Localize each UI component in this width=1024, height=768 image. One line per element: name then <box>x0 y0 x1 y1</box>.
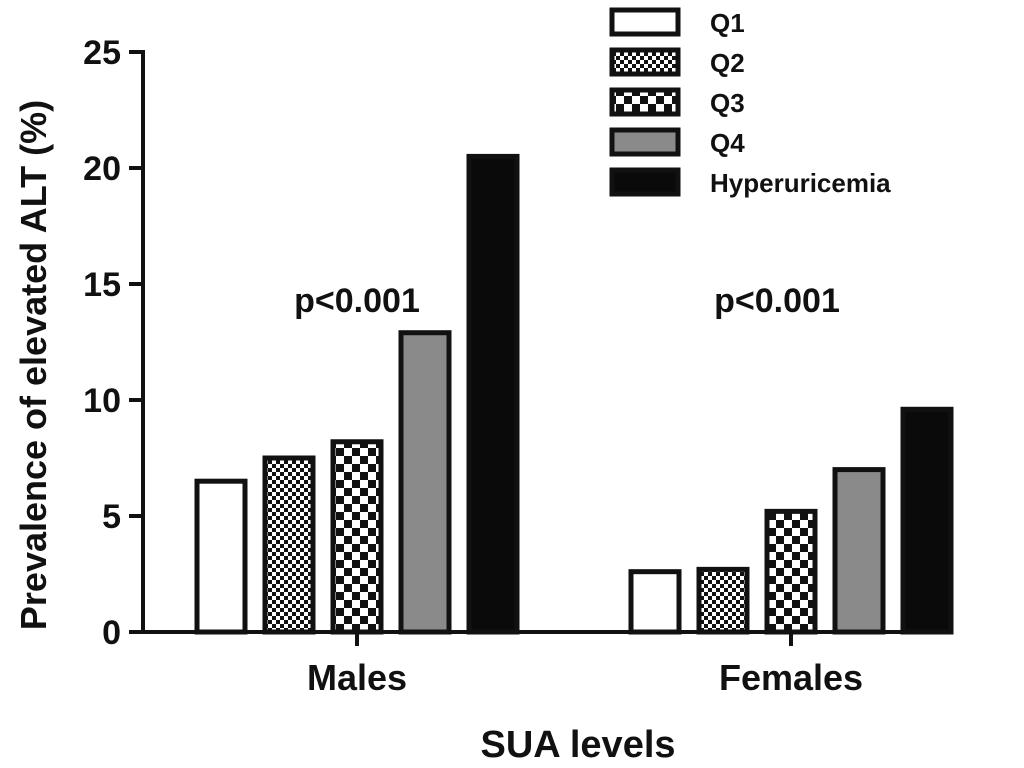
bar-females-q1 <box>628 569 682 635</box>
x-tick-label-females: Females <box>719 657 863 698</box>
legend-swatch-hyperuricemia <box>609 167 681 197</box>
bar-females-q2 <box>696 566 750 635</box>
bar-males-q2 <box>262 455 316 635</box>
x-tick-label-males: Males <box>307 657 407 698</box>
plot-area: 0 5 10 15 20 25 Males Females <box>83 34 954 698</box>
legend-label-q3: Q3 <box>710 88 745 118</box>
legend-swatch-q3 <box>609 87 681 117</box>
p-value-annotation-females: p<0.001 <box>714 282 840 320</box>
p-value-annotation-males: p<0.001 <box>294 282 420 320</box>
bar-females-q4 <box>832 467 886 635</box>
bar-females-hyperuricemia <box>900 406 954 635</box>
y-tick-label-10: 10 <box>83 382 121 420</box>
legend-label-hyperuricemia: Hyperuricemia <box>710 168 891 198</box>
legend-label-q1: Q1 <box>710 8 745 38</box>
y-tick-label-15: 15 <box>83 266 121 304</box>
legend-label-q4: Q4 <box>710 128 745 158</box>
legend-swatch-q1 <box>609 7 681 37</box>
legend: Q1 Q2 Q3 Q4 Hyperuricemia <box>609 7 891 198</box>
y-tick-label-20: 20 <box>83 150 121 188</box>
y-axis-label: Prevalence of elevated ALT (%) <box>13 100 54 630</box>
x-axis-label: SUA levels <box>480 724 675 766</box>
legend-swatch-q2 <box>609 47 681 77</box>
legend-swatch-q4 <box>609 127 681 157</box>
legend-label-q2: Q2 <box>710 48 745 78</box>
bar-males-q1 <box>194 478 248 635</box>
bar-males-hyperuricemia <box>466 153 520 635</box>
bar-males-q3 <box>330 439 384 635</box>
y-tick-label-25: 25 <box>83 34 121 72</box>
y-tick-label-5: 5 <box>102 498 121 536</box>
bar-males-q4 <box>398 330 452 635</box>
bar-females-q3 <box>764 508 818 635</box>
y-tick-label-0: 0 <box>102 614 121 652</box>
